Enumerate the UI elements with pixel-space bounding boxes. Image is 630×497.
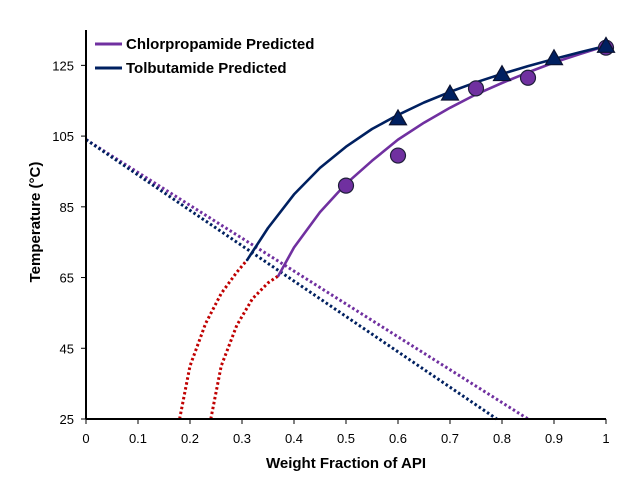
dotted-line-7 [209,274,280,420]
ticks-layer: 0 0.1 0.2 0.3 0.4 0.5 0.6 0.7 0.8 0.9 125456585105… [52,58,609,446]
y-tick-label: 25 [60,412,74,427]
x-axis-title: Weight Fraction of API [266,455,426,472]
data-point-circle [467,80,485,97]
data-point-triangle [440,83,460,101]
data-point-triangle [596,36,616,53]
x-tick-label: 1 [602,431,609,446]
y-tick-label: 105 [52,129,74,144]
dotted-line-6 [178,258,249,420]
x-tick-label: 0.2 [181,431,199,446]
legend-label-chlorpropamide: Chlorpropamide Predicted [126,36,314,53]
x-tick-label: 0.8 [493,431,511,446]
dotted-line-4 [85,138,529,421]
data-point-triangle [544,48,564,66]
data-point-triangle [388,108,408,126]
y-tick-label: 85 [60,200,74,215]
legend-label-tolbutamide: Tolbutamide Predicted [126,60,287,77]
lines-layer [245,44,608,278]
x-tick-label: 0.7 [441,431,459,446]
dotted-line-5 [85,138,498,421]
axes-layer [85,30,606,420]
data-point-circle [519,69,537,86]
x-tick-label: 0.6 [389,431,407,446]
y-axis-title: Temperature (°C) [27,162,44,283]
y-tick-label: 125 [52,58,74,73]
markers-layer [337,36,616,194]
x-tick-label: 0 [82,431,89,446]
legend: Chlorpropamide Predicted Tolbutamide Pre… [95,36,314,77]
x-tick-label: 0.5 [337,431,355,446]
data-point-circle [337,177,355,194]
data-point-circle [389,147,407,164]
y-tick-label: 65 [60,271,74,286]
x-tick-label: 0.3 [233,431,251,446]
series-line-1 [245,44,608,262]
y-tick-label: 45 [60,341,74,356]
dotted-lines-layer [85,138,529,421]
x-tick-label: 0.4 [285,431,303,446]
data-point-triangle [492,64,512,82]
x-tick-label: 0.1 [129,431,147,446]
x-tick-label: 0.9 [545,431,563,446]
